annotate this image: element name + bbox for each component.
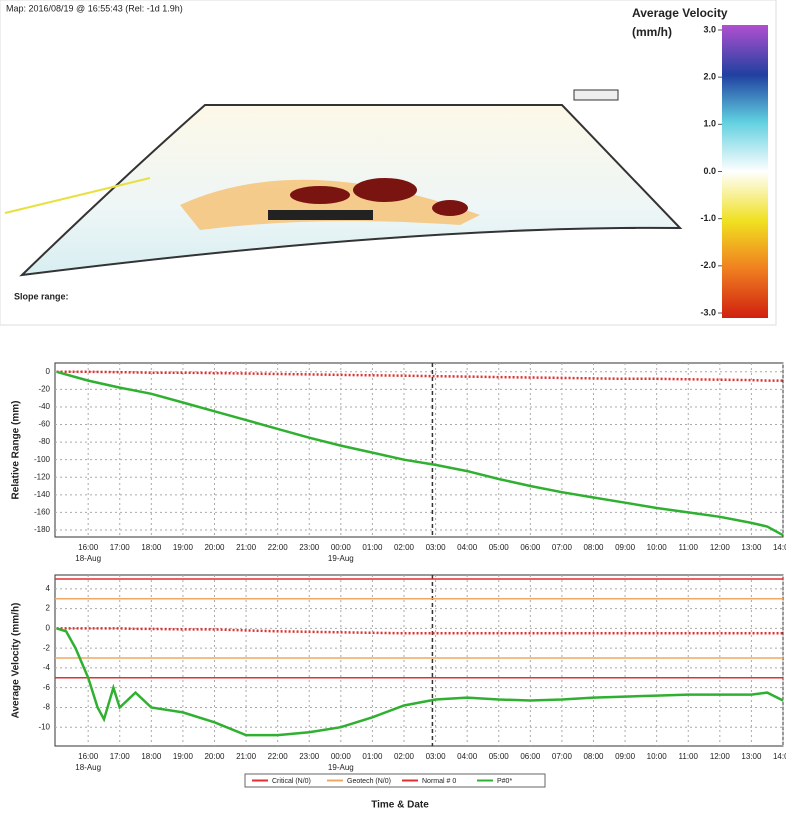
x-tick-label: 03:00	[426, 543, 447, 552]
y-axis-label: Average Velocity (mm/h)	[11, 603, 22, 719]
y-tick-label: -20	[38, 384, 50, 393]
x-tick-label: 02:00	[394, 543, 415, 552]
x-axis-label: Time & Date	[371, 800, 429, 811]
legend-label: P#0*	[497, 778, 512, 785]
x-tick-label: 01:00	[362, 752, 383, 761]
legend-label: Normal # 0	[422, 778, 456, 785]
y-tick-label: -80	[38, 437, 50, 446]
x-tick-label: 07:00	[552, 543, 573, 552]
y-tick-label: 4	[46, 584, 51, 593]
colorbar-tick-label: -2.0	[700, 260, 716, 270]
x-tick-label: 14:00	[773, 752, 786, 761]
x-tick-label: 19:00	[173, 543, 194, 552]
x-date-label: 18-Aug	[75, 763, 101, 772]
x-tick-label: 23:00	[299, 543, 320, 552]
y-tick-label: -4	[43, 663, 51, 672]
y-tick-label: -160	[34, 508, 51, 517]
colorbar-tick-label: -1.0	[700, 213, 716, 223]
x-tick-label: 08:00	[583, 543, 604, 552]
x-tick-label: 05:00	[489, 543, 510, 552]
screen: Map: 2016/08/19 @ 16:55:43 (Rel: -1d 1.9…	[0, 0, 786, 816]
x-tick-label: 09:00	[615, 752, 636, 761]
x-tick-label: 04:00	[457, 752, 478, 761]
x-tick-label: 16:00	[78, 752, 99, 761]
slope-range-label: Slope range:	[14, 291, 69, 301]
y-tick-label: -2	[43, 643, 51, 652]
x-tick-label: 14:00	[773, 543, 786, 552]
y-axis-label: Relative Range (mm)	[11, 401, 22, 500]
x-tick-label: 10:00	[647, 752, 668, 761]
x-tick-label: 10:00	[647, 543, 668, 552]
y-tick-label: -120	[34, 472, 51, 481]
x-tick-label: 16:00	[78, 543, 99, 552]
y-tick-label: -180	[34, 525, 51, 534]
x-tick-label: 11:00	[679, 752, 699, 761]
x-tick-label: 09:00	[615, 543, 636, 552]
x-tick-label: 06:00	[520, 543, 541, 552]
y-tick-label: 0	[46, 623, 51, 632]
y-tick-label: -8	[43, 703, 51, 712]
x-tick-label: 05:00	[489, 752, 510, 761]
x-tick-label: 22:00	[268, 752, 289, 761]
heat-blob	[432, 200, 468, 216]
y-tick-label: -140	[34, 490, 51, 499]
x-date-label: 18-Aug	[75, 554, 101, 563]
x-tick-label: 03:00	[426, 752, 447, 761]
x-tick-label: 06:00	[520, 752, 541, 761]
x-tick-label: 21:00	[236, 543, 257, 552]
x-tick-label: 22:00	[268, 543, 289, 552]
x-tick-label: 11:00	[679, 543, 699, 552]
heat-blob	[353, 178, 417, 202]
heat-blob	[290, 186, 350, 204]
map-title: Map: 2016/08/19 @ 16:55:43 (Rel: -1d 1.9…	[6, 3, 183, 13]
y-tick-label: -6	[43, 683, 51, 692]
x-tick-label: 01:00	[362, 543, 383, 552]
colorbar-title: Average Velocity	[632, 6, 728, 20]
x-tick-label: 23:00	[299, 752, 320, 761]
y-tick-label: -60	[38, 420, 50, 429]
x-tick-label: 04:00	[457, 543, 478, 552]
x-tick-label: 02:00	[394, 752, 415, 761]
colorbar-tick-label: 3.0	[703, 24, 716, 34]
map-tag	[268, 210, 373, 220]
y-tick-label: 0	[46, 367, 51, 376]
x-tick-label: 17:00	[110, 543, 131, 552]
x-tick-label: 08:00	[583, 752, 604, 761]
colorbar	[722, 25, 768, 318]
x-tick-label: 18:00	[141, 543, 162, 552]
colorbar-unit: (mm/h)	[632, 25, 672, 39]
legend-label: Critical (N/0)	[272, 778, 311, 785]
x-tick-label: 21:00	[236, 752, 257, 761]
x-tick-label: 07:00	[552, 752, 573, 761]
colorbar-tick-label: 2.0	[703, 72, 716, 82]
x-tick-label: 13:00	[741, 543, 762, 552]
x-tick-label: 18:00	[141, 752, 162, 761]
x-tick-label: 00:00	[331, 752, 352, 761]
page: {"map": {"title": "Map: 2016/08/19 @ 16:…	[0, 0, 786, 816]
x-tick-label: 12:00	[710, 543, 731, 552]
x-tick-label: 13:00	[741, 752, 762, 761]
plot-area	[55, 575, 783, 746]
y-tick-label: -10	[38, 722, 50, 731]
x-tick-label: 17:00	[110, 752, 131, 761]
x-date-label: 19-Aug	[328, 763, 354, 772]
x-date-label: 19-Aug	[328, 554, 354, 563]
y-tick-label: -100	[34, 455, 51, 464]
colorbar-tick-label: 1.0	[703, 119, 716, 129]
y-tick-label: 2	[46, 604, 51, 613]
map-tag	[574, 90, 618, 100]
colorbar-tick-label: 0.0	[703, 166, 716, 176]
legend-label: Geotech (N/0)	[347, 778, 391, 785]
x-tick-label: 00:00	[331, 543, 352, 552]
x-tick-label: 19:00	[173, 752, 194, 761]
colorbar-tick-label: -3.0	[700, 307, 716, 317]
y-tick-label: -40	[38, 402, 50, 411]
x-tick-label: 20:00	[204, 543, 225, 552]
x-tick-label: 20:00	[204, 752, 225, 761]
x-tick-label: 12:00	[710, 752, 731, 761]
